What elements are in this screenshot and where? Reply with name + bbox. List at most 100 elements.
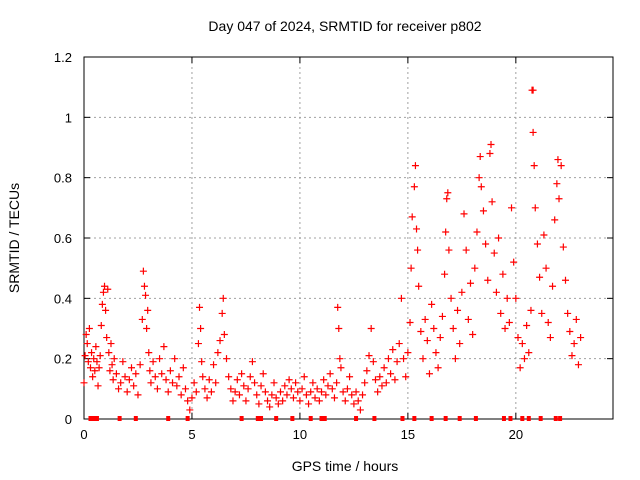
data-point bbox=[473, 228, 481, 236]
data-point bbox=[105, 349, 113, 357]
data-point bbox=[533, 240, 541, 248]
gap-marker bbox=[501, 416, 506, 421]
data-point bbox=[322, 391, 330, 399]
data-point bbox=[166, 367, 174, 375]
data-point bbox=[121, 373, 129, 381]
gap-marker bbox=[274, 416, 279, 421]
gap-marker bbox=[520, 416, 525, 421]
data-point bbox=[292, 379, 300, 387]
data-point bbox=[266, 403, 274, 411]
data-point bbox=[389, 346, 397, 354]
data-point bbox=[136, 361, 144, 369]
data-point bbox=[458, 288, 466, 296]
data-point bbox=[447, 294, 455, 302]
data-point bbox=[289, 394, 297, 402]
gap-marker bbox=[290, 416, 295, 421]
y-tick-label: 0.8 bbox=[54, 171, 72, 186]
gap-marker bbox=[185, 416, 190, 421]
data-point bbox=[520, 355, 528, 363]
data-point bbox=[318, 388, 326, 396]
data-point bbox=[138, 315, 146, 323]
gap-marker bbox=[457, 416, 462, 421]
data-point bbox=[414, 246, 422, 254]
data-point bbox=[387, 370, 395, 378]
data-point bbox=[551, 216, 559, 224]
data-point bbox=[406, 318, 414, 326]
data-point bbox=[505, 318, 513, 326]
data-point bbox=[96, 352, 104, 360]
data-point bbox=[462, 246, 470, 254]
data-point bbox=[98, 300, 106, 308]
data-point bbox=[196, 303, 204, 311]
data-point bbox=[488, 198, 496, 206]
data-point bbox=[479, 207, 487, 215]
data-point bbox=[527, 306, 535, 314]
gap-marker bbox=[558, 416, 563, 421]
data-point bbox=[233, 376, 241, 384]
data-point bbox=[102, 306, 110, 314]
data-point bbox=[171, 355, 179, 363]
data-point bbox=[464, 315, 472, 323]
gap-marker bbox=[166, 416, 171, 421]
data-point bbox=[229, 397, 237, 405]
data-point bbox=[283, 391, 291, 399]
data-point bbox=[415, 282, 423, 290]
data-point bbox=[125, 376, 133, 384]
gap-marker bbox=[553, 416, 558, 421]
data-point bbox=[518, 340, 526, 348]
data-point bbox=[238, 370, 246, 378]
data-point bbox=[397, 294, 405, 302]
data-point bbox=[395, 340, 403, 348]
data-point bbox=[428, 300, 436, 308]
data-point bbox=[554, 156, 562, 164]
data-point bbox=[80, 379, 88, 387]
data-point bbox=[251, 379, 259, 387]
data-point bbox=[139, 267, 147, 275]
data-point bbox=[207, 388, 215, 396]
data-point bbox=[117, 379, 125, 387]
data-point bbox=[402, 373, 410, 381]
data-point bbox=[430, 325, 438, 332]
data-point bbox=[477, 183, 485, 191]
data-point bbox=[93, 358, 101, 366]
data-point bbox=[281, 382, 289, 390]
data-point bbox=[369, 358, 377, 366]
data-point bbox=[90, 355, 98, 363]
data-point bbox=[140, 282, 148, 290]
gap-markers bbox=[88, 416, 563, 421]
data-point bbox=[210, 361, 218, 369]
data-point bbox=[324, 382, 332, 390]
data-point bbox=[274, 400, 282, 408]
data-point bbox=[549, 282, 557, 290]
data-point bbox=[128, 364, 136, 372]
data-point bbox=[107, 340, 115, 348]
gap-marker bbox=[526, 416, 531, 421]
x-tick-label: 10 bbox=[293, 427, 307, 442]
data-point bbox=[101, 282, 109, 290]
data-point bbox=[475, 174, 483, 182]
data-point bbox=[454, 306, 462, 314]
gap-marker bbox=[239, 416, 244, 421]
data-point bbox=[112, 370, 120, 378]
y-axis-label: SRMTID / TECUs bbox=[6, 183, 22, 293]
data-point bbox=[469, 331, 477, 339]
data-point bbox=[153, 385, 161, 393]
data-point bbox=[259, 370, 267, 378]
data-point bbox=[348, 391, 356, 399]
data-point bbox=[225, 373, 233, 381]
data-point bbox=[115, 385, 123, 393]
data-point bbox=[337, 364, 345, 372]
data-point bbox=[456, 340, 464, 348]
data-point bbox=[442, 228, 450, 236]
data-point bbox=[384, 355, 392, 363]
data-point bbox=[287, 385, 295, 393]
data-point bbox=[194, 340, 202, 348]
data-point bbox=[356, 406, 364, 414]
data-point bbox=[460, 210, 468, 218]
data-point bbox=[510, 258, 518, 266]
data-point bbox=[162, 376, 170, 384]
data-point bbox=[466, 279, 474, 287]
data-point bbox=[346, 373, 354, 381]
data-point bbox=[530, 162, 538, 170]
